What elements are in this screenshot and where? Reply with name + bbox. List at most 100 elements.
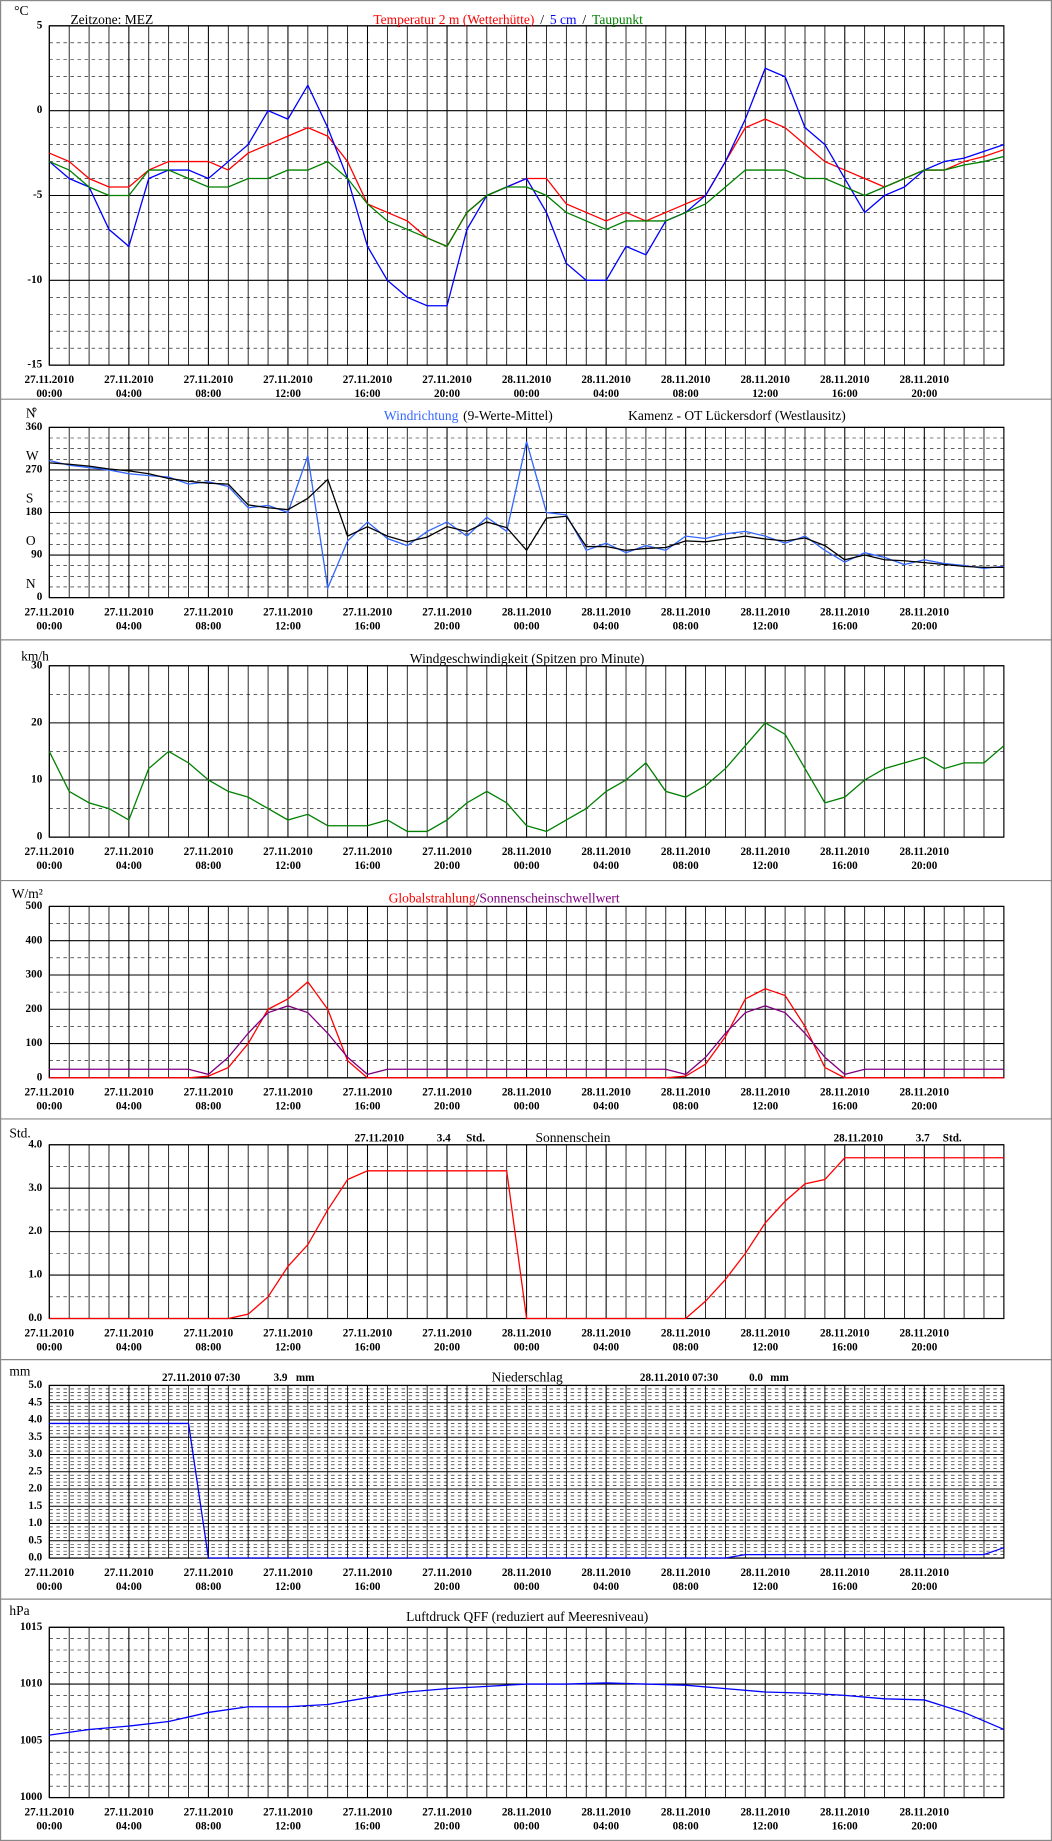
x-tick-label: 27.11.2010 (343, 1567, 393, 1579)
x-tick-label: 20:00 (911, 388, 937, 400)
y-tick-label: 180 (26, 506, 43, 518)
x-tick-label: 28.11.2010 (740, 1327, 790, 1339)
x-tick-label: 28.11.2010 (900, 1806, 950, 1818)
x-tick-label: 12:00 (752, 388, 778, 400)
x-tick-label: 04:00 (116, 1581, 142, 1593)
data-line (49, 1157, 1004, 1320)
y-tick-label: 0.5 (28, 1534, 42, 1546)
x-tick-label: 16:00 (354, 1101, 380, 1113)
data-line (48, 67, 1005, 307)
x-tick-label: 00:00 (36, 1101, 62, 1113)
x-tick-label: 28.11.2010 (900, 846, 950, 858)
y-tick-label: 1.0 (28, 1517, 42, 1529)
x-tick-label: 04:00 (116, 860, 142, 872)
x-tick-label: 04:00 (593, 1341, 619, 1353)
x-tick-label: 12:00 (275, 1341, 301, 1353)
legend-entry: Sonnenscheinschwellwert (479, 890, 619, 905)
x-tick-label: 16:00 (832, 388, 858, 400)
y-tick-label: 270 (26, 463, 43, 475)
x-tick-label: 27.11.2010 (184, 606, 234, 618)
x-tick-label: 28.11.2010 (820, 846, 870, 858)
x-tick-label: 00:00 (514, 1581, 540, 1593)
x-tick-label: 20:00 (434, 1820, 460, 1832)
x-tick-label: 27.11.2010 (184, 846, 234, 858)
legend: Temperatur 2 m (Wetterhütte) / 5 cm / Taupun… (373, 12, 643, 27)
x-tick-label: 28.11.2010 (581, 1327, 631, 1339)
x-tick-label: 04:00 (593, 860, 619, 872)
x-tick-label: 27.11.2010 (184, 1806, 234, 1818)
x-tick-label: 28.11.2010 (581, 374, 631, 386)
x-tick-label: 28.11.2010 (661, 374, 711, 386)
x-tick-label: 27.11.2010 (25, 1087, 75, 1099)
legend-entry: Globalstrahlung (389, 890, 476, 905)
y-tick-label: 0.0 (28, 1552, 42, 1564)
y-tick-label: 1015 (20, 1621, 43, 1633)
x-tick-label: 28.11.2010 (661, 1327, 711, 1339)
annotation: Std. (466, 1132, 485, 1144)
x-tick-label: 27.11.2010 (263, 374, 313, 386)
x-tick-label: 28.11.2010 (661, 606, 711, 618)
y-tick-label: 3.0 (28, 1182, 42, 1194)
x-tick-label: 04:00 (593, 388, 619, 400)
annotation: 3.9 (274, 1372, 288, 1384)
x-tick-label: 00:00 (514, 860, 540, 872)
chart-title: Niederschlag (492, 1369, 563, 1384)
legend: Globalstrahlung/Sonnenscheinschwellwert (389, 890, 620, 905)
y-tick-label: 0 (37, 104, 43, 116)
legend-note: (9-Werte-Mittel) (463, 408, 553, 423)
x-tick-label: 16:00 (832, 1341, 858, 1353)
x-tick-label: 20:00 (434, 860, 460, 872)
data-line (49, 462, 1004, 568)
x-tick-label: 00:00 (514, 621, 540, 633)
x-tick-label: 12:00 (752, 1581, 778, 1593)
data-line (49, 155, 1005, 248)
x-tick-label: 00:00 (514, 1101, 540, 1113)
x-tick-label: 16:00 (354, 1581, 380, 1593)
x-tick-label: 00:00 (36, 1341, 62, 1353)
plot-frame (48, 426, 1005, 599)
data-line (49, 1682, 1005, 1736)
annotation: 27.11.2010 (355, 1132, 405, 1144)
x-tick-label: 28.11.2010 (502, 1327, 552, 1339)
x-tick-label: 08:00 (673, 1101, 699, 1113)
x-tick-label: 28.11.2010 (740, 1567, 790, 1579)
y-tick-label: 100 (26, 1037, 43, 1049)
y-tick-label: -5 (33, 189, 43, 201)
x-tick-label: 28.11.2010 (900, 606, 950, 618)
x-tick-label: 00:00 (514, 1341, 540, 1353)
x-tick-label: 28.11.2010 (581, 1806, 631, 1818)
x-tick-label: 27.11.2010 (422, 1087, 472, 1099)
x-tick-label: 27.11.2010 (422, 1806, 472, 1818)
unit-label: °C (14, 3, 28, 18)
x-tick-label: 27.11.2010 (184, 374, 234, 386)
unit-label: ° (32, 404, 37, 419)
legend-entry: Taupunkt (592, 12, 643, 27)
y-tick-label: 2.0 (28, 1483, 42, 1495)
x-tick-label: 27.11.2010 (422, 846, 472, 858)
x-tick-label: 08:00 (195, 621, 221, 633)
x-tick-label: 08:00 (195, 388, 221, 400)
x-tick-label: 28.11.2010 (581, 1567, 631, 1579)
x-tick-label: 28.11.2010 (740, 1806, 790, 1818)
x-tick-label: 20:00 (911, 1341, 937, 1353)
y-tick-label: 0 (37, 831, 43, 843)
x-tick-label: 08:00 (673, 621, 699, 633)
x-tick-label: 28.11.2010 (900, 1087, 950, 1099)
x-tick-label: 20:00 (911, 621, 937, 633)
x-tick-label: 27.11.2010 (104, 1327, 154, 1339)
x-tick-label: 27.11.2010 (263, 1806, 313, 1818)
x-tick-label: 28.11.2010 (820, 374, 870, 386)
x-tick-label: 28.11.2010 (502, 606, 552, 618)
chart-title: Sonnenschein (535, 1130, 610, 1145)
y-tick-label: 2.0 (28, 1225, 42, 1237)
x-tick-label: 08:00 (673, 860, 699, 872)
x-tick-label: 27.11.2010 (104, 846, 154, 858)
y-tick-label: 0.0 (28, 1312, 42, 1324)
plot-frame (48, 25, 1005, 366)
x-tick-label: 27.11.2010 (343, 606, 393, 618)
x-tick-label: 16:00 (832, 1581, 858, 1593)
y-tick-label: 500 (26, 900, 43, 912)
x-tick-label: 00:00 (36, 621, 62, 633)
x-tick-label: 12:00 (275, 1820, 301, 1832)
